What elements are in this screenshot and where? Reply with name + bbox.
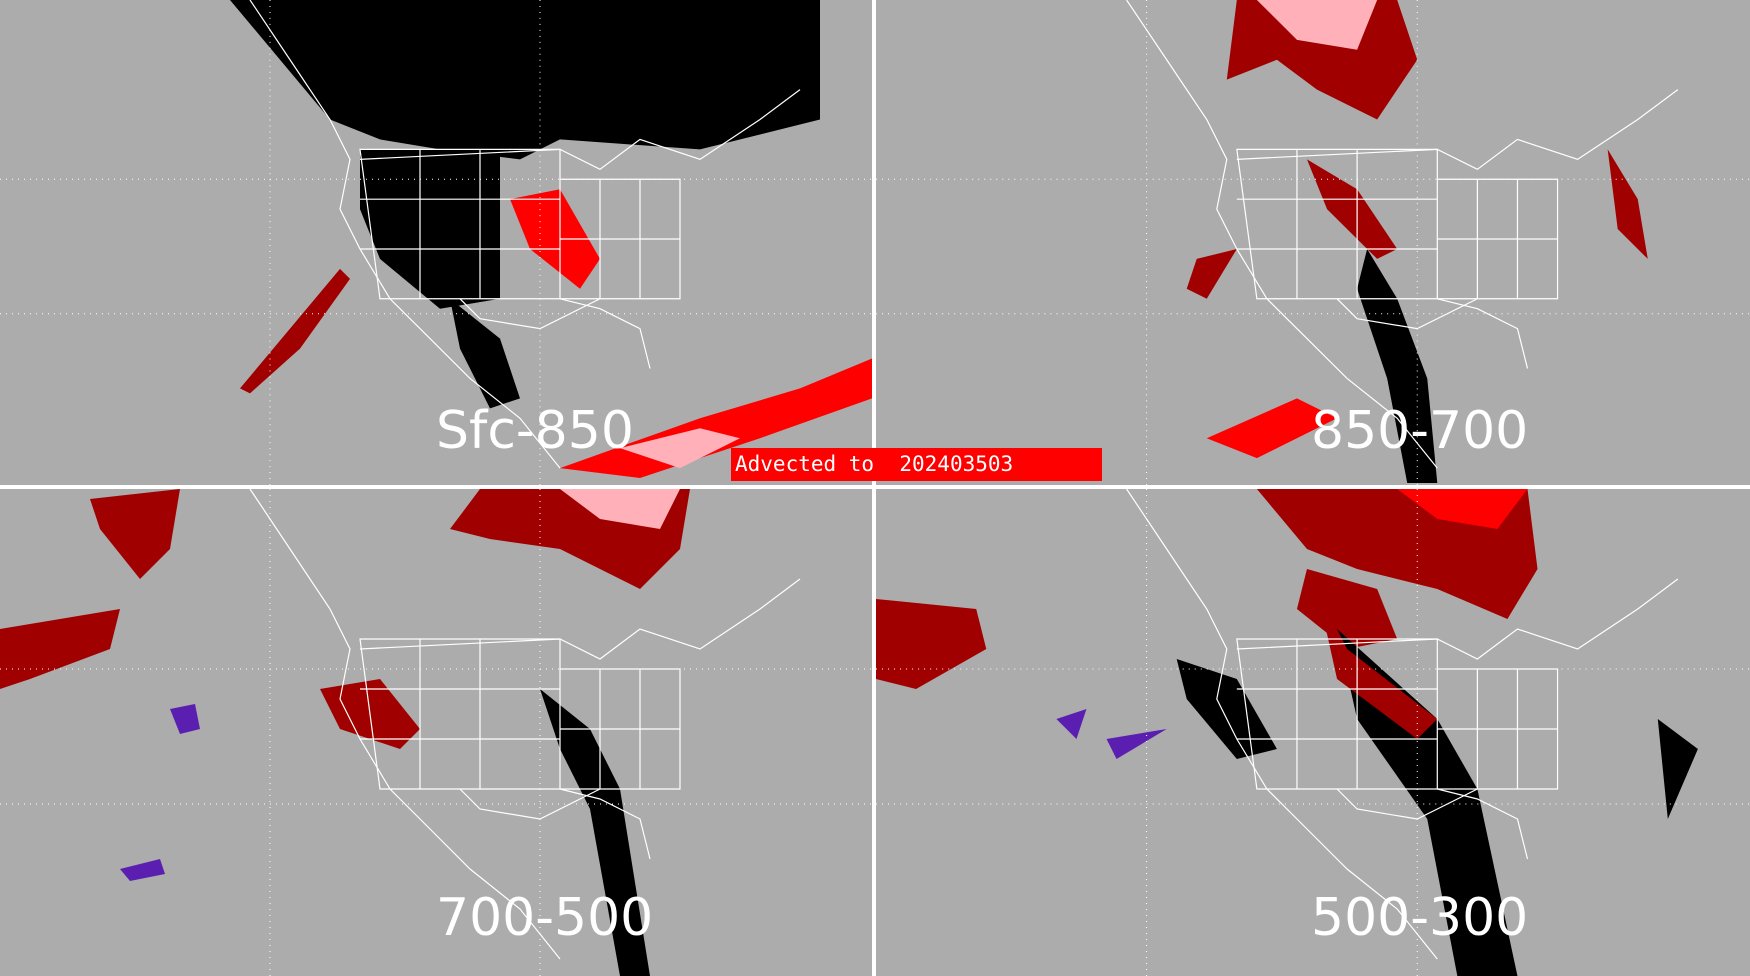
moisture-region	[1256, 0, 1378, 50]
moisture-region	[876, 599, 987, 689]
state-borders	[1236, 148, 1559, 300]
map-canvas-850-700	[876, 0, 1750, 485]
panel-500-300	[876, 489, 1750, 976]
moisture-region	[1306, 159, 1398, 259]
moisture-region	[230, 0, 820, 160]
moisture-region	[1106, 729, 1167, 759]
moisture-region	[120, 859, 165, 881]
moisture-region	[1397, 489, 1528, 529]
moisture-region	[560, 489, 680, 529]
moisture-region	[360, 149, 500, 309]
banner-prefix: Advected to	[735, 452, 875, 476]
panel-label-850-700: 850-700	[1311, 401, 1529, 461]
panel-label-700-500: 700-500	[436, 888, 654, 948]
advected-time-banner: Advected to 202403503	[731, 448, 1102, 481]
moisture-region	[1056, 709, 1087, 739]
state-borders	[359, 148, 681, 300]
moisture-region	[1176, 659, 1277, 759]
moisture-region	[1337, 629, 1518, 976]
panel-700-500	[0, 489, 872, 976]
moisture-region	[0, 609, 120, 689]
moisture-region	[1296, 569, 1398, 649]
state-borders	[359, 638, 681, 790]
panel-label-500-300: 500-300	[1311, 888, 1529, 948]
moisture-region	[1657, 719, 1698, 819]
moisture-region	[510, 189, 600, 289]
moisture-region	[1226, 0, 1418, 120]
banner-date: 202403503	[899, 452, 1014, 476]
panel-label-sfc-850: Sfc-850	[436, 401, 634, 461]
moisture-region	[1317, 589, 1438, 739]
moisture-region	[1206, 398, 1338, 459]
map-canvas-sfc-850	[0, 0, 872, 485]
panel-850-700	[876, 0, 1750, 485]
moisture-region	[450, 298, 520, 409]
map-canvas-500-300	[876, 489, 1750, 976]
moisture-region	[240, 268, 350, 394]
moisture-region	[540, 689, 650, 976]
moisture-region	[1186, 248, 1237, 299]
moisture-region	[90, 489, 180, 579]
map-canvas-700-500	[0, 489, 872, 976]
state-borders	[1236, 638, 1559, 790]
horizontal-divider	[0, 485, 1750, 489]
moisture-region	[170, 704, 200, 734]
moisture-region	[1607, 149, 1648, 259]
panel-sfc-850	[0, 0, 872, 485]
